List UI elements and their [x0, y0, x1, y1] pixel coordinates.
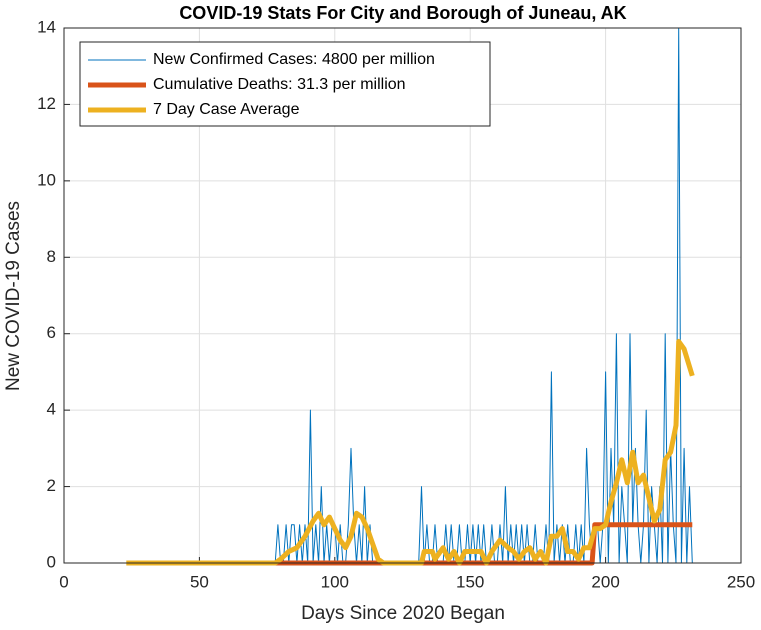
legend-box: [79, 41, 491, 127]
legend-label: 7 Day Case Average: [153, 101, 300, 118]
data-line: [126, 27, 693, 564]
x-tick-label: 100: [321, 572, 349, 591]
chart-title: COVID-19 Stats For City and Borough of J…: [179, 3, 626, 23]
x-axis-label: Days Since 2020 Began: [301, 603, 505, 624]
axes-box: [63, 27, 742, 564]
y-axis-label: New COVID-19 Cases: [3, 201, 24, 391]
y-tick-label: 14: [37, 17, 56, 36]
y-tick-label: 12: [37, 94, 56, 113]
x-tick-label: 0: [59, 572, 68, 591]
y-tick-label: 8: [47, 247, 56, 266]
y-tick-label: 0: [47, 552, 56, 571]
y-tick-label: 4: [47, 400, 56, 419]
x-tick-label: 200: [591, 572, 619, 591]
x-tick-label: 50: [190, 572, 209, 591]
x-tick-label: 150: [456, 572, 484, 591]
y-tick-label: 6: [47, 323, 56, 342]
legend-label: Cumulative Deaths: 31.3 per million: [153, 76, 406, 93]
y-tick-label: 2: [47, 476, 56, 495]
x-tick-label: 250: [727, 572, 755, 591]
legend-label: New Confirmed Cases: 4800 per million: [153, 51, 435, 68]
data-line: [126, 338, 695, 566]
y-tick-label: 10: [37, 170, 56, 189]
